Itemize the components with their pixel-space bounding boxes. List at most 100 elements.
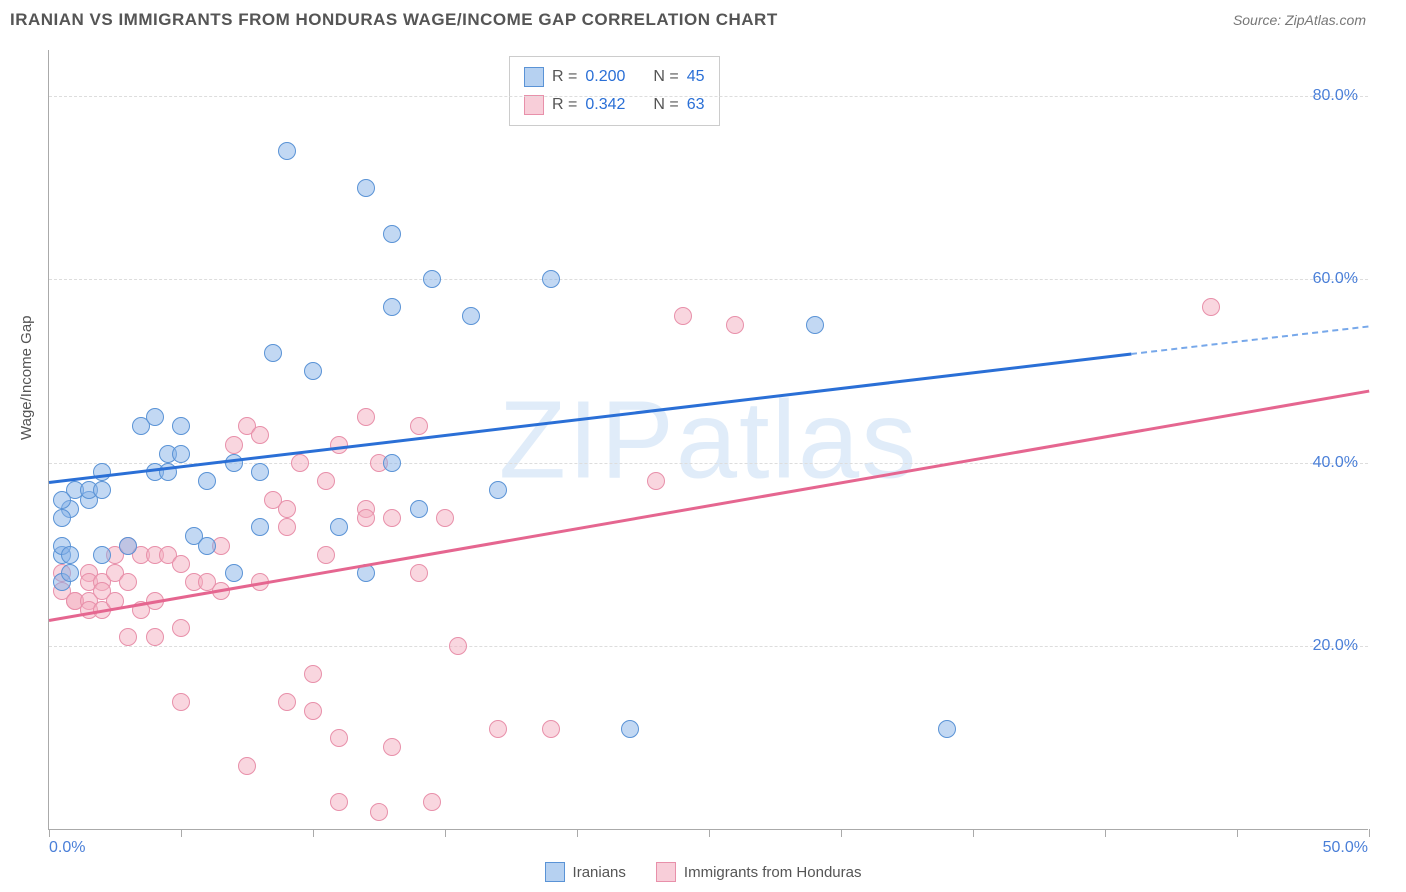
- scatter-point: [225, 436, 243, 454]
- trend-line: [49, 353, 1132, 484]
- scatter-point: [61, 546, 79, 564]
- scatter-point: [278, 518, 296, 536]
- scatter-point: [291, 454, 309, 472]
- scatter-point: [172, 619, 190, 637]
- n-value-blue: 45: [687, 63, 705, 91]
- plot-area: ZIPatlas R = 0.200 N = 45 R = 0.342 N = …: [48, 50, 1368, 830]
- scatter-point: [172, 693, 190, 711]
- scatter-point: [462, 307, 480, 325]
- watermark-text: ZIPatlas: [499, 376, 918, 503]
- legend-label-blue: Iranians: [573, 864, 626, 881]
- stats-row-blue: R = 0.200 N = 45: [524, 63, 705, 91]
- scatter-point: [370, 803, 388, 821]
- scatter-point: [172, 555, 190, 573]
- scatter-point: [449, 637, 467, 655]
- x-tick: [709, 829, 710, 837]
- scatter-point: [172, 417, 190, 435]
- scatter-point: [674, 307, 692, 325]
- x-tick-label-left: 0.0%: [49, 839, 85, 857]
- x-tick: [1105, 829, 1106, 837]
- scatter-point: [383, 509, 401, 527]
- scatter-point: [146, 628, 164, 646]
- scatter-point: [225, 454, 243, 472]
- scatter-point: [423, 793, 441, 811]
- r-label: R =: [552, 63, 577, 91]
- scatter-point: [119, 628, 137, 646]
- scatter-point: [489, 481, 507, 499]
- scatter-point: [251, 518, 269, 536]
- scatter-point: [53, 509, 71, 527]
- scatter-point: [357, 509, 375, 527]
- scatter-point: [330, 436, 348, 454]
- x-tick: [1237, 829, 1238, 837]
- scatter-point: [383, 225, 401, 243]
- scatter-point: [119, 537, 137, 555]
- gridline: [49, 646, 1368, 647]
- n-label: N =: [653, 63, 678, 91]
- scatter-point: [621, 720, 639, 738]
- scatter-point: [410, 417, 428, 435]
- scatter-point: [93, 546, 111, 564]
- scatter-point: [198, 537, 216, 555]
- scatter-point: [304, 362, 322, 380]
- scatter-point: [726, 316, 744, 334]
- scatter-point: [423, 270, 441, 288]
- scatter-point: [410, 564, 428, 582]
- y-tick-label: 20.0%: [1313, 637, 1358, 655]
- scatter-point: [330, 518, 348, 536]
- scatter-point: [357, 179, 375, 197]
- x-tick: [313, 829, 314, 837]
- scatter-point: [278, 500, 296, 518]
- scatter-point: [53, 491, 71, 509]
- scatter-point: [436, 509, 454, 527]
- scatter-point: [238, 757, 256, 775]
- scatter-point: [317, 546, 335, 564]
- r-value-blue: 0.200: [585, 63, 625, 91]
- swatch-blue-icon: [545, 862, 565, 882]
- scatter-point: [304, 702, 322, 720]
- scatter-point: [278, 693, 296, 711]
- y-tick-label: 40.0%: [1313, 454, 1358, 472]
- legend-label-pink: Immigrants from Honduras: [684, 864, 862, 881]
- scatter-point: [317, 472, 335, 490]
- x-tick: [973, 829, 974, 837]
- scatter-point: [93, 481, 111, 499]
- stats-legend: R = 0.200 N = 45 R = 0.342 N = 63: [509, 56, 720, 126]
- scatter-point: [806, 316, 824, 334]
- x-tick: [445, 829, 446, 837]
- scatter-point: [330, 793, 348, 811]
- trend-line: [1131, 325, 1369, 355]
- x-tick: [577, 829, 578, 837]
- x-tick: [841, 829, 842, 837]
- scatter-point: [489, 720, 507, 738]
- chart-title: IRANIAN VS IMMIGRANTS FROM HONDURAS WAGE…: [10, 10, 778, 30]
- scatter-point: [251, 426, 269, 444]
- scatter-point: [264, 344, 282, 362]
- header: IRANIAN VS IMMIGRANTS FROM HONDURAS WAGE…: [0, 0, 1406, 30]
- scatter-point: [330, 729, 348, 747]
- scatter-point: [1202, 298, 1220, 316]
- x-tick: [1369, 829, 1370, 837]
- gridline: [49, 279, 1368, 280]
- scatter-point: [383, 738, 401, 756]
- gridline: [49, 96, 1368, 97]
- scatter-point: [542, 270, 560, 288]
- y-tick-label: 60.0%: [1313, 270, 1358, 288]
- scatter-point: [146, 408, 164, 426]
- scatter-point: [119, 573, 137, 591]
- scatter-point: [251, 463, 269, 481]
- x-tick-label-right: 50.0%: [1323, 839, 1368, 857]
- scatter-point: [198, 472, 216, 490]
- scatter-point: [410, 500, 428, 518]
- gridline: [49, 463, 1368, 464]
- y-axis-label: Wage/Income Gap: [18, 315, 35, 440]
- scatter-point: [225, 564, 243, 582]
- scatter-point: [61, 564, 79, 582]
- x-tick: [49, 829, 50, 837]
- scatter-point: [938, 720, 956, 738]
- legend-item-blue: Iranians: [545, 862, 626, 882]
- chart-container: IRANIAN VS IMMIGRANTS FROM HONDURAS WAGE…: [0, 0, 1406, 892]
- legend-item-pink: Immigrants from Honduras: [656, 862, 862, 882]
- scatter-point: [383, 454, 401, 472]
- x-tick: [181, 829, 182, 837]
